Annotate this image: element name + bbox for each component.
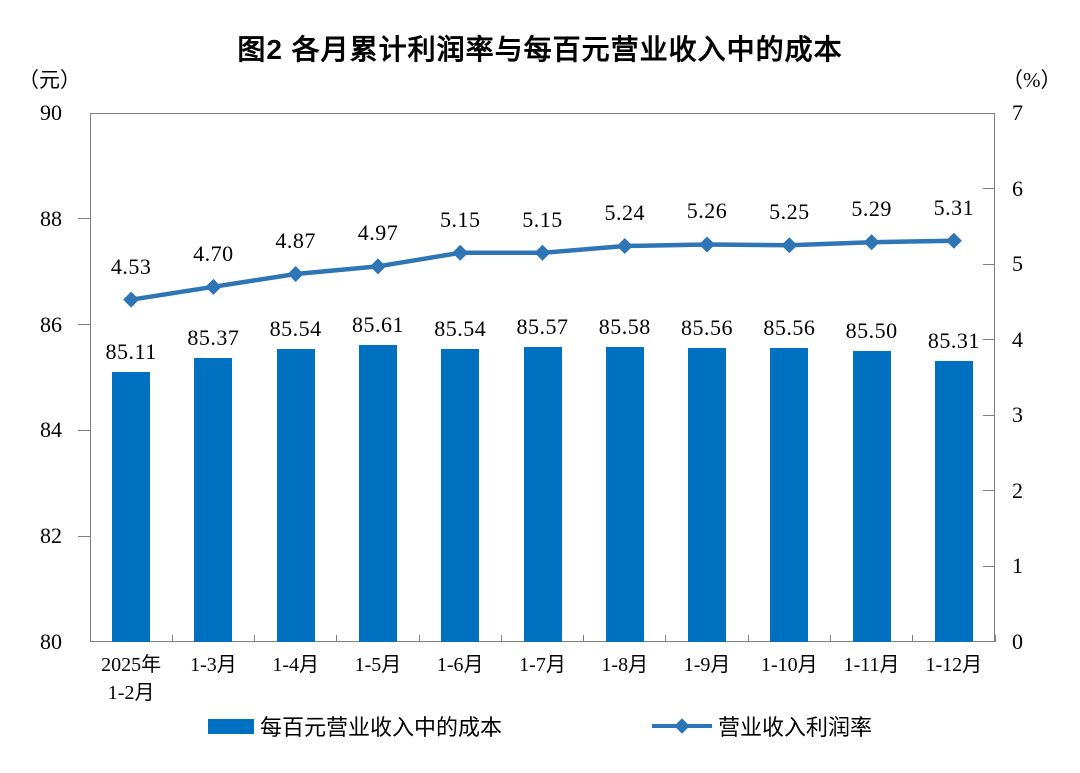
line-data-label: 5.24 bbox=[604, 200, 646, 225]
x-axis-tick-mark bbox=[500, 635, 502, 642]
x-axis-category-label: 1-7月 bbox=[519, 654, 566, 676]
x-axis-category-label: 1-3月 bbox=[190, 654, 237, 676]
line-data-label: 5.29 bbox=[851, 196, 892, 222]
left-axis-tick-label: 80 bbox=[40, 629, 62, 654]
x-axis-category-label: 1-11月 bbox=[843, 654, 900, 676]
bar bbox=[523, 347, 562, 642]
x-axis-tick-mark bbox=[665, 635, 667, 642]
x-axis-category-label: 1-12月 bbox=[925, 654, 983, 676]
bar-data-label: 85.50 bbox=[845, 318, 898, 344]
x-axis-category-label: 2025年 1-2月 bbox=[101, 654, 162, 704]
line-data-label: 5.15 bbox=[439, 206, 481, 232]
right-axis-tick-label: 2 bbox=[1012, 477, 1023, 503]
legend: 每百元营业收入中的成本 营业收入利润率 bbox=[0, 710, 1080, 742]
left-axis-tick-label: 88 bbox=[40, 205, 62, 231]
right-axis-tick-mark bbox=[983, 263, 995, 265]
x-axis-tick-mark bbox=[89, 635, 91, 642]
bar bbox=[194, 357, 233, 642]
right-axis-tick-mark bbox=[983, 188, 995, 190]
x-axis-category-label: 1-4月 bbox=[272, 654, 319, 676]
x-axis-tick-mark bbox=[418, 635, 420, 642]
right-axis-tick-label: 7 bbox=[1012, 100, 1023, 125]
right-axis-tick-label: 6 bbox=[1012, 175, 1023, 201]
line-data-label: 5.31 bbox=[933, 194, 975, 220]
bar-data-label: 85.56 bbox=[763, 314, 816, 340]
legend-item-profit-line: 营业收入利润率 bbox=[652, 710, 872, 742]
right-axis-tick-mark bbox=[983, 414, 995, 416]
bar-data-label: 85.57 bbox=[516, 314, 569, 340]
left-axis-unit: （元） bbox=[18, 68, 81, 92]
left-axis-tick-mark bbox=[78, 324, 90, 326]
line-series-swatch bbox=[652, 718, 712, 734]
bar bbox=[934, 361, 973, 642]
bar-data-label: 85.54 bbox=[269, 315, 322, 341]
line-data-label: 5.26 bbox=[686, 198, 728, 224]
right-axis-tick-label: 0 bbox=[1012, 629, 1023, 654]
x-axis-category-label: 1-6月 bbox=[436, 654, 484, 676]
right-axis-tick-mark bbox=[983, 565, 995, 567]
bar-data-label: 85.56 bbox=[681, 314, 734, 340]
bar bbox=[852, 351, 891, 642]
x-axis-category-label: 1-9月 bbox=[683, 654, 731, 676]
x-axis-tick-mark bbox=[254, 635, 256, 642]
x-axis-tick-mark bbox=[747, 635, 749, 642]
bar-data-label: 85.54 bbox=[434, 315, 487, 341]
right-axis-tick-mark bbox=[983, 339, 995, 341]
x-axis-tick-mark bbox=[583, 635, 585, 642]
left-axis-tick-mark bbox=[78, 535, 90, 537]
bar-series-swatch bbox=[207, 718, 254, 734]
line-data-label: 5.25 bbox=[769, 199, 810, 225]
x-axis-category-label: 1-5月 bbox=[354, 654, 402, 676]
right-axis-unit: （%） bbox=[1002, 68, 1062, 92]
bar-data-label: 85.37 bbox=[187, 324, 240, 350]
right-axis-tick-label: 1 bbox=[1012, 553, 1023, 579]
x-axis-category-label: 1-8月 bbox=[601, 654, 649, 676]
right-axis-tick-label: 4 bbox=[1012, 326, 1023, 352]
left-axis-tick-label: 84 bbox=[40, 417, 62, 443]
x-axis-category-label: 1-10月 bbox=[760, 654, 818, 676]
line-data-label: 5.15 bbox=[522, 206, 563, 232]
bar-data-label: 85.11 bbox=[105, 338, 157, 364]
bar bbox=[605, 346, 644, 642]
right-axis-tick-label: 3 bbox=[1012, 402, 1023, 428]
legend-label-profit: 营业收入利润率 bbox=[718, 715, 873, 740]
diamond-marker-icon bbox=[674, 718, 690, 734]
bar bbox=[441, 348, 480, 642]
left-axis-tick-mark bbox=[78, 429, 90, 431]
x-axis-tick-mark bbox=[912, 635, 914, 642]
legend-item-cost-bars: 每百元营业收入中的成本 bbox=[207, 710, 502, 742]
bar bbox=[688, 347, 727, 642]
right-axis-tick-mark bbox=[983, 490, 995, 492]
bar-data-label: 85.31 bbox=[927, 328, 980, 354]
x-axis-tick-mark bbox=[171, 635, 173, 642]
bar-data-label: 85.58 bbox=[598, 313, 651, 339]
left-axis-tick-label: 86 bbox=[40, 311, 62, 337]
x-axis-tick-mark bbox=[829, 635, 831, 642]
left-axis-tick-mark bbox=[78, 218, 90, 220]
bar bbox=[112, 371, 151, 642]
bar bbox=[276, 348, 315, 642]
legend-label-cost: 每百元营业收入中的成本 bbox=[259, 715, 502, 740]
bar bbox=[770, 347, 809, 642]
left-axis-tick-label: 90 bbox=[40, 100, 62, 125]
left-axis-tick-label: 82 bbox=[40, 523, 62, 549]
x-axis-tick-mark bbox=[994, 635, 996, 642]
right-axis-tick-label: 5 bbox=[1012, 251, 1023, 277]
bar-data-label: 85.61 bbox=[351, 312, 404, 338]
bar bbox=[358, 345, 397, 642]
chart-title: 图2 各月累计利润率与每百元营业收入中的成本 bbox=[237, 34, 843, 65]
x-axis-tick-mark bbox=[336, 635, 338, 642]
